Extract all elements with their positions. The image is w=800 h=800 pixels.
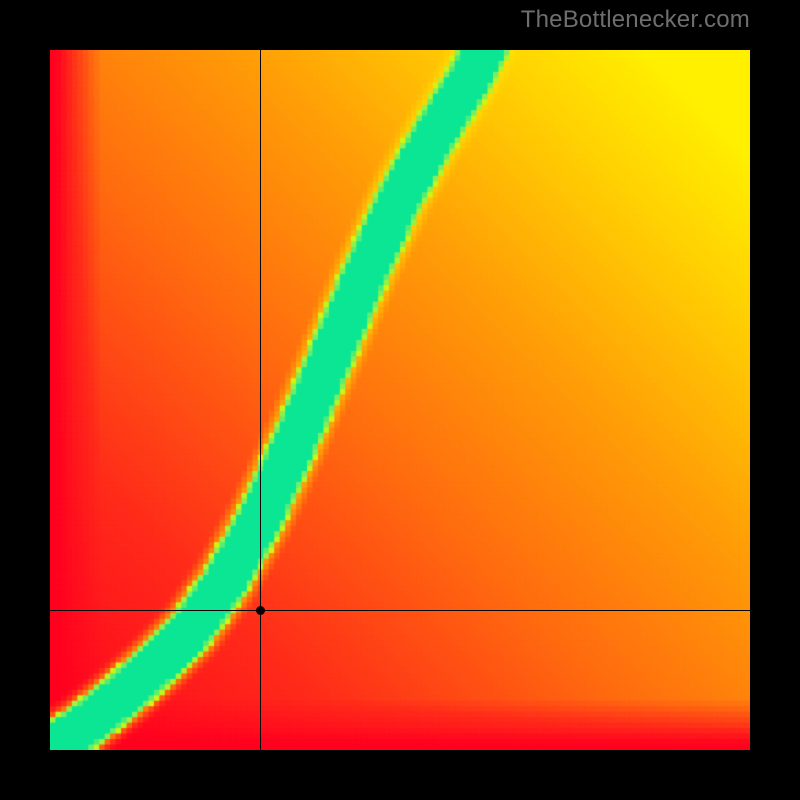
crosshair-horizontal: [50, 610, 750, 611]
heatmap-canvas: [50, 50, 750, 750]
watermark-text: TheBottlenecker.com: [521, 6, 750, 34]
plot-area: [50, 50, 750, 750]
crosshair-vertical: [260, 50, 261, 750]
crosshair-marker-dot: [256, 606, 265, 615]
